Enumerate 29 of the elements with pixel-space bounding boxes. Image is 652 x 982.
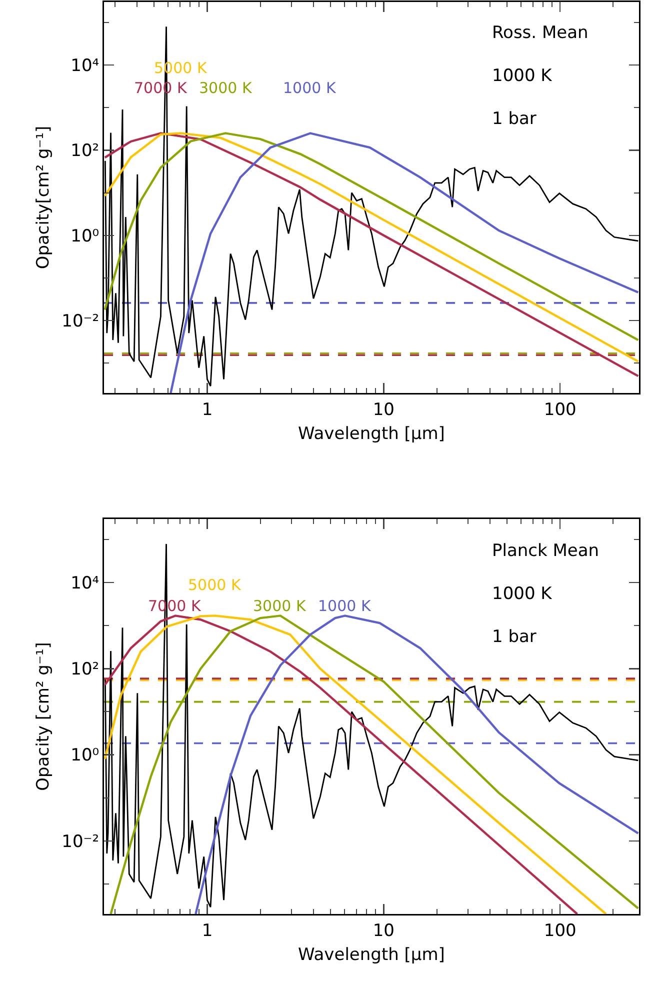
series-label: 1000 K: [318, 597, 372, 615]
annotation: 1 bar: [492, 109, 536, 129]
series-label: 3000 K: [253, 597, 307, 615]
y-tick-label: 10²: [70, 660, 100, 680]
series-label: 5000 K: [188, 576, 242, 594]
y-axis-title: Opacity [cm² g⁻¹]: [33, 642, 54, 791]
text: 3000 K: [199, 79, 253, 97]
x-tick-label: 100: [544, 400, 576, 420]
x-tick-label: 1: [202, 920, 213, 941]
y-tick-label: 10⁻²: [62, 832, 100, 852]
annotation: Ross. Mean: [492, 23, 588, 43]
annotation: 1000 K: [492, 584, 553, 604]
y-tick-label: 10⁴: [70, 56, 100, 76]
y-tick-label: 10⁴: [70, 574, 100, 594]
y-tick-label: 10⁰: [70, 746, 100, 766]
y-tick-label: 10²: [70, 141, 100, 162]
annotation: 1 bar: [492, 627, 536, 647]
annotation: 1000 K: [492, 66, 553, 86]
text: 1000 K: [283, 79, 337, 97]
x-tick-label: 1: [202, 400, 213, 420]
x-axis-title: Wavelength [μm]: [298, 945, 445, 966]
annotation: Planck Mean: [492, 541, 600, 561]
x-tick-label: 10: [372, 400, 394, 420]
y-tick-label: 10⁻²: [62, 312, 100, 332]
y-axis-title: Opacity[cm² g⁻¹]: [33, 126, 54, 270]
x-tick-label: 100: [544, 920, 576, 941]
x-tick-label: 10: [372, 920, 394, 941]
y-tick-label: 10⁰: [70, 226, 100, 246]
x-axis-title: Wavelength [μm]: [298, 424, 445, 444]
